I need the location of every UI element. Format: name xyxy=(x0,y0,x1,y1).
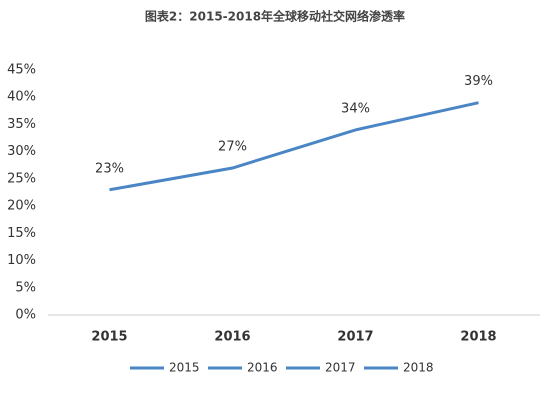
legend-label: 2017 xyxy=(325,361,356,375)
y-tick-label: 5% xyxy=(15,280,36,295)
y-tick-label: 30% xyxy=(7,144,36,159)
x-tick-label: 2015 xyxy=(91,330,127,345)
y-tick-label: 25% xyxy=(7,171,36,186)
legend-label: 2018 xyxy=(403,361,434,375)
y-tick-label: 35% xyxy=(7,117,36,132)
y-tick-label: 15% xyxy=(7,226,36,241)
series-line xyxy=(109,101,479,192)
y-tick-label: 0% xyxy=(15,308,36,323)
legend-label: 2016 xyxy=(247,361,278,375)
x-tick-label: 2018 xyxy=(460,330,496,345)
data-label: 27% xyxy=(218,140,247,155)
legend-label: 2015 xyxy=(169,361,200,375)
data-label: 23% xyxy=(95,161,124,176)
x-tick-label: 2017 xyxy=(337,330,373,345)
y-tick-label: 20% xyxy=(7,199,36,214)
chart-title: 图表2：2015-2018年全球移动社交网络渗透率 xyxy=(145,9,405,24)
y-tick-label: 45% xyxy=(7,63,36,78)
data-label: 34% xyxy=(341,101,370,116)
x-tick-label: 2016 xyxy=(214,330,250,345)
y-tick-label: 10% xyxy=(7,253,36,268)
data-label: 39% xyxy=(464,74,493,89)
y-tick-label: 40% xyxy=(7,90,36,105)
